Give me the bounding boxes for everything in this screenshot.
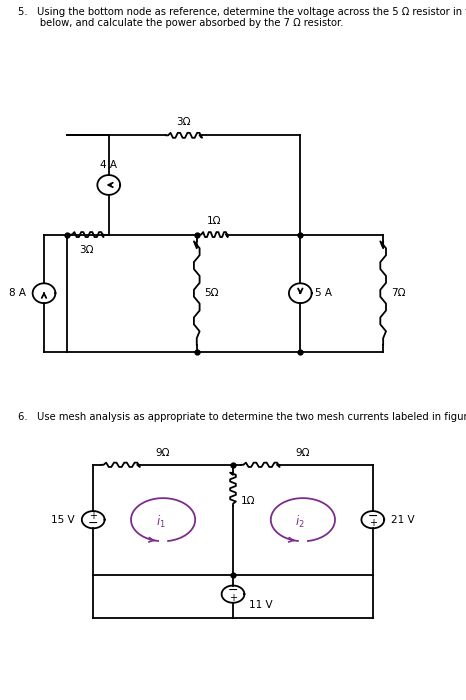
Text: 11 V: 11 V xyxy=(248,600,272,610)
Text: 7Ω: 7Ω xyxy=(391,288,405,298)
Text: 6.   Use mesh analysis as appropriate to determine the two mesh currents labeled: 6. Use mesh analysis as appropriate to d… xyxy=(18,412,466,422)
Text: 21 V: 21 V xyxy=(391,514,415,525)
Text: +: + xyxy=(229,593,237,603)
Text: 1Ω: 1Ω xyxy=(241,496,255,506)
Text: +: + xyxy=(369,518,377,528)
Text: −: − xyxy=(368,510,378,523)
Text: 9Ω: 9Ω xyxy=(156,448,171,458)
Text: $i_2$: $i_2$ xyxy=(295,514,305,530)
Text: 4 A: 4 A xyxy=(100,160,117,169)
Text: 5 A: 5 A xyxy=(315,288,332,298)
Text: −: − xyxy=(88,517,98,530)
Text: 5.   Using the bottom node as reference, determine the voltage across the 5 Ω re: 5. Using the bottom node as reference, d… xyxy=(18,7,466,29)
Text: 3Ω: 3Ω xyxy=(177,117,191,127)
Text: $i_1$: $i_1$ xyxy=(156,514,165,530)
Text: 3Ω: 3Ω xyxy=(80,244,94,255)
Text: −: − xyxy=(228,584,238,597)
Text: +: + xyxy=(89,511,97,522)
Text: 1Ω: 1Ω xyxy=(206,216,221,227)
Text: 8 A: 8 A xyxy=(9,288,27,298)
Text: 5Ω: 5Ω xyxy=(205,288,219,298)
Text: 9Ω: 9Ω xyxy=(295,448,310,458)
Text: 15 V: 15 V xyxy=(51,514,75,525)
